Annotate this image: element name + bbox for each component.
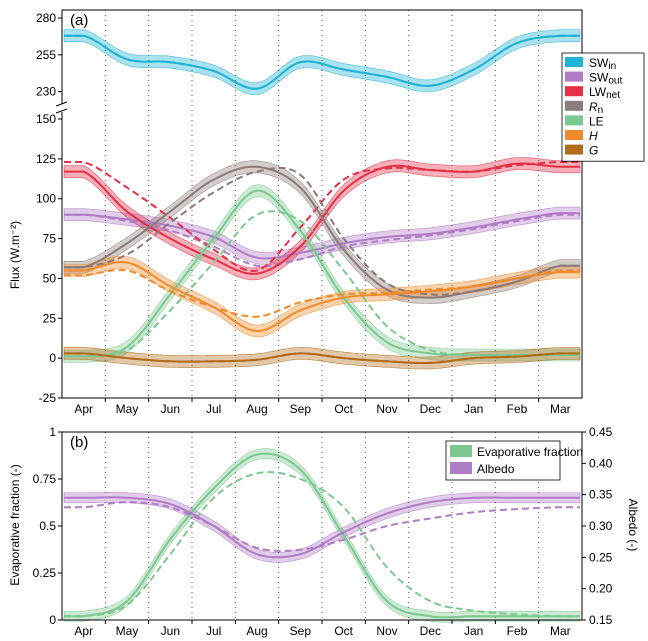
y-tick-label: 0: [49, 613, 56, 627]
y-tick-label: -25: [39, 391, 57, 405]
y-tick-label: 1: [49, 425, 56, 439]
axis-break-mark: [55, 108, 68, 114]
x-tick-label: Aug: [246, 402, 267, 416]
y-tick-label: 0.5: [39, 519, 56, 533]
series-line-le: [64, 189, 580, 358]
series-dashed-g: [64, 352, 580, 364]
y-tick-label: 25: [43, 311, 57, 325]
x-tick-label: Apr: [74, 402, 93, 416]
panel-b-label: (b): [70, 434, 88, 451]
legend-swatch-sw-out: [565, 71, 583, 82]
legend-label-le: LE: [589, 114, 604, 128]
y-tick-label: 100: [36, 192, 56, 206]
uncertainty-bands: [63, 29, 581, 623]
series-dashed-evaporative-fraction: [64, 471, 580, 618]
y-tick-label: 75: [43, 232, 57, 246]
series-dashed-h: [64, 268, 580, 318]
series-line-evaporative-fraction: [64, 452, 580, 619]
series-dashed-r-n: [64, 166, 580, 296]
panel-b-right-ylabel: Albedo (-): [626, 499, 640, 552]
legend-swatch-g: [565, 144, 583, 155]
y-tick-label: 50: [43, 271, 57, 285]
legend-swatch-h: [565, 130, 583, 140]
y-tick-label-right: 0.35: [589, 488, 613, 502]
x-tick-label: Dec: [420, 402, 441, 416]
x-tick-label: Apr: [74, 624, 93, 638]
panel-b-ylabel: Evaporative fraction (-): [8, 464, 22, 585]
y-tick-label-right: 0.15: [589, 613, 613, 627]
series-lines: [64, 34, 580, 619]
x-tick-label: May: [116, 624, 139, 638]
series-band-sw-in: [63, 29, 581, 96]
y-tick-label-right: 0.25: [589, 550, 613, 564]
x-tick-label: Mar: [550, 402, 571, 416]
series-dashed-sw-out: [64, 213, 580, 268]
x-tick-label: Feb: [507, 624, 528, 638]
x-tick-label: Aug: [246, 624, 267, 638]
x-tick-label: Jan: [464, 624, 483, 638]
axis-break-gap: [56, 104, 68, 112]
x-tick-label: Mar: [550, 624, 571, 638]
x-tick-label: May: [116, 402, 139, 416]
series-band-evaporative-fraction: [63, 448, 581, 623]
legend-swatch-le: [565, 115, 583, 126]
x-tick-label: Dec: [420, 624, 441, 638]
x-tick-label: Sep: [290, 402, 312, 416]
x-tick-label: Sep: [290, 624, 312, 638]
legend-swatch-r-n: [565, 100, 583, 111]
y-tick-label: 280: [36, 11, 56, 25]
legend-swatch-albedo: [450, 462, 472, 474]
panel-a-label: (a): [70, 12, 88, 29]
legend-label-h: H: [589, 129, 598, 143]
y-tick-label-right: 0.30: [589, 519, 613, 533]
y-tick-label: 150: [36, 112, 56, 126]
axes: 280 255 230 150 125 100 75 50 25 0 -25 0 0.25 0.5 0.75…: [33, 9, 613, 638]
series-line-sw-out: [64, 212, 580, 260]
panel-a-ylabel: Flux (W.m⁻²): [8, 221, 22, 289]
legend-swatch-lw-net: [565, 86, 583, 97]
y-tick-label-right: 0.40: [589, 456, 613, 470]
x-tick-label: Feb: [507, 402, 528, 416]
series-dashed-albedo: [64, 501, 580, 552]
legend-label-albedo: Albedo: [477, 462, 515, 476]
x-tick-label: Oct: [334, 402, 353, 416]
y-tick-label: 255: [36, 48, 56, 62]
y-tick-label: 0: [49, 351, 56, 365]
x-tick-label: Jul: [206, 402, 221, 416]
y-tick-label-right: 0.20: [589, 582, 613, 596]
axis-break-mark: [55, 101, 68, 107]
series-line-r-n: [64, 165, 580, 299]
y-tick-label: 230: [36, 85, 56, 99]
x-tick-label: Jan: [464, 402, 483, 416]
x-tick-label: Jul: [206, 624, 221, 638]
y-tick-label: 0.25: [33, 566, 57, 580]
legend-label-evaporative-fraction: Evaporative fraction: [477, 445, 583, 459]
y-tick-label: 125: [36, 152, 56, 166]
x-tick-label: Jun: [161, 402, 180, 416]
x-tick-label: Nov: [376, 624, 397, 638]
x-tick-label: Nov: [376, 402, 397, 416]
legend-swatch-sw-in: [565, 57, 583, 67]
legend-swatch-evaporative-fraction: [450, 445, 472, 457]
y-tick-label: 0.75: [33, 472, 57, 486]
month-gridlines: [104, 10, 540, 620]
x-tick-label: Oct: [334, 624, 353, 638]
series-band-h: [63, 255, 581, 338]
series-band-g: [63, 347, 581, 370]
series-dashed-sw-in: [64, 34, 580, 90]
series-dashed-lw-net: [64, 161, 580, 273]
y-tick-label-right: 0.45: [589, 425, 613, 439]
series-band-le: [63, 184, 581, 363]
legend-label-g: G: [589, 144, 598, 158]
series-line-albedo: [64, 496, 580, 559]
x-tick-label: Jun: [161, 624, 180, 638]
